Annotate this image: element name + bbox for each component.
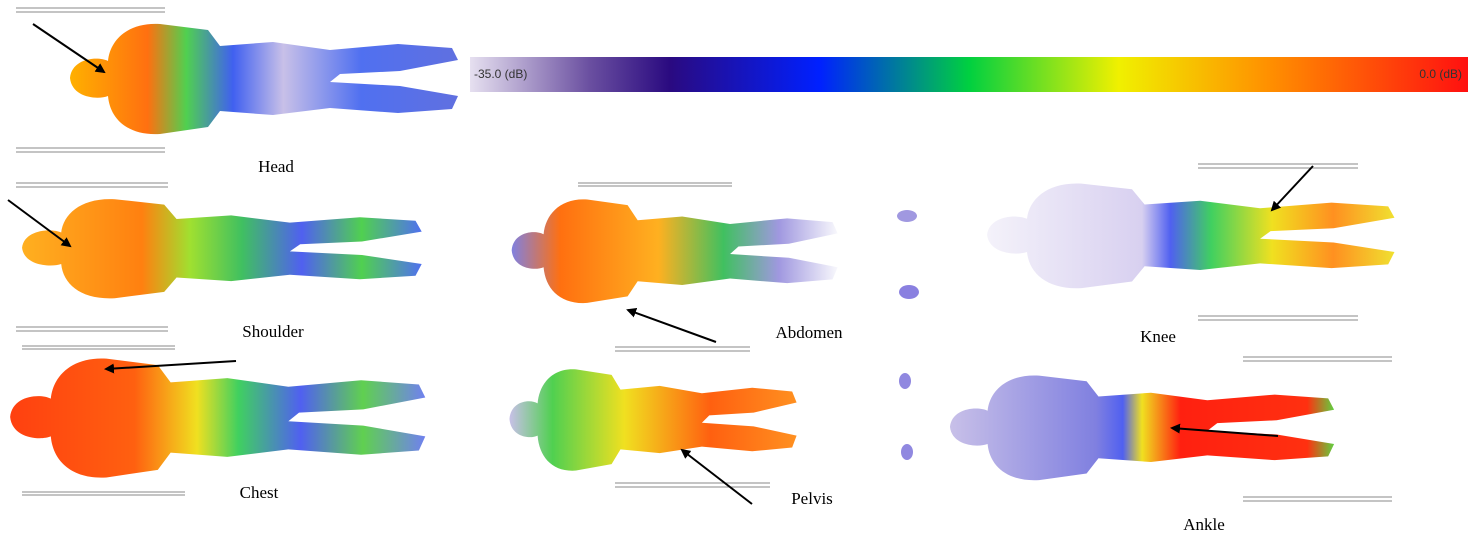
arrow (33, 24, 104, 72)
colorbar-gradient (470, 57, 1468, 92)
panel-label: Ankle (1183, 515, 1225, 534)
body-shoulder (22, 199, 422, 298)
body-head (70, 24, 458, 134)
body-ankle (950, 375, 1334, 480)
colorbar-max: 0.0 (dB) (1419, 67, 1462, 81)
arrow (682, 450, 752, 504)
panel-label: Head (258, 157, 294, 176)
fragment (899, 373, 911, 389)
body-abdomen (512, 199, 838, 303)
panel-label: Knee (1140, 327, 1176, 346)
arrow (1272, 166, 1313, 210)
body-knee (987, 183, 1394, 288)
bodies (10, 24, 1394, 480)
body-pelvis (509, 369, 796, 470)
panel-label: Abdomen (775, 323, 843, 342)
colorbar: -35.0 (dB) 0.0 (dB) (470, 57, 1468, 92)
fragment (901, 444, 913, 460)
arrow (628, 310, 716, 342)
body-chest (10, 358, 425, 477)
panel-label: Pelvis (791, 489, 833, 508)
fragment (899, 285, 919, 299)
panel-label: Shoulder (242, 322, 304, 341)
figure: -35.0 (dB) 0.0 (dB) Head Shoulder Chest … (0, 0, 1473, 535)
fragment (897, 210, 917, 222)
panel-label: Chest (240, 483, 279, 502)
colorbar-min: -35.0 (dB) (474, 67, 527, 81)
